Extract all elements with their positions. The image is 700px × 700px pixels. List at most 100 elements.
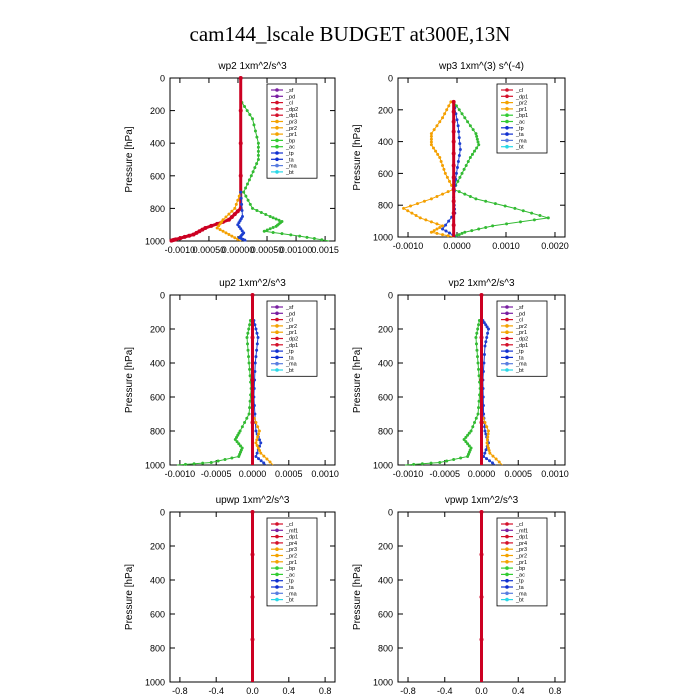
legend-marker — [275, 311, 279, 316]
legend-entry: _pr1 — [285, 560, 297, 566]
legend-marker — [275, 132, 279, 136]
series-point-orange — [224, 215, 228, 219]
series-point-orange — [434, 149, 438, 153]
series-point-green — [477, 406, 481, 410]
series-point-green — [477, 367, 481, 371]
series-point-orange — [234, 202, 238, 206]
series-point-green — [223, 457, 227, 461]
series-point-blue — [458, 142, 462, 146]
x-tick-label: -0.4 — [437, 686, 453, 696]
series-point-thick — [451, 211, 456, 216]
y-axis-label: Pressure [hPa] — [124, 126, 135, 192]
series-point-green — [248, 323, 252, 327]
chart-vpwp: vpwp 1xm^2/s^3 Pressure [hPa] 0 200 400 600 80… — [352, 495, 566, 696]
legend-entry: _bp — [285, 138, 295, 144]
series-point-green — [467, 444, 471, 448]
legend-marker — [275, 138, 279, 143]
x-tick-label: 0.0 — [475, 686, 488, 696]
series-point-green — [462, 438, 466, 441]
legend-entry: _ac — [285, 145, 295, 151]
series-point-orange — [486, 443, 490, 447]
series-point-thick — [250, 378, 255, 382]
legend-entry: _bt — [285, 170, 294, 176]
y-tick-label: 1000 — [145, 237, 165, 247]
series-point-green — [271, 226, 275, 230]
series-point-orange — [435, 222, 439, 226]
series-point-green — [466, 159, 470, 163]
legend-entry: _sf — [515, 305, 524, 311]
x-tick-label: 0.00000 — [222, 245, 255, 255]
series-point-green — [244, 194, 248, 198]
series-point-green — [255, 135, 259, 139]
series-point-green — [429, 461, 433, 465]
legend-marker — [275, 560, 279, 564]
series-point-green — [476, 412, 480, 416]
y-tick-label: 0 — [160, 291, 165, 301]
series-point-green — [183, 462, 187, 466]
series-point-green — [298, 234, 302, 238]
series-point-orange — [418, 216, 422, 220]
series-point-thick — [479, 378, 484, 382]
legend-entry: _ac — [285, 572, 295, 578]
legend-entry: _cl — [515, 88, 523, 94]
series-point-orange — [431, 146, 435, 150]
series-point-blue — [486, 331, 490, 335]
series-point-blue — [455, 118, 459, 122]
series-point-green — [468, 124, 472, 128]
series-point-orange — [443, 112, 447, 116]
y-tick-label: 200 — [378, 105, 393, 115]
series-point-orange — [432, 229, 436, 233]
series-point-thick — [235, 209, 240, 214]
x-tick-label: 0.0020 — [541, 241, 569, 251]
legend-marker — [275, 330, 279, 335]
series-point-orange — [215, 226, 219, 230]
legend-entry: _ta — [285, 355, 295, 361]
y-tick-label: 600 — [150, 171, 165, 181]
legend-marker — [505, 311, 509, 316]
series-point-blue — [457, 130, 461, 134]
legend-entry: _tp — [515, 579, 524, 585]
series-point-blue — [258, 438, 262, 442]
y-tick-label: 600 — [150, 610, 165, 620]
series-point-orange — [429, 137, 433, 141]
series-point-green — [475, 134, 479, 138]
series-point-green — [259, 210, 263, 214]
series-point-blue — [488, 459, 492, 463]
legend-entry: _dp1 — [285, 113, 298, 119]
series-point-blue — [490, 461, 494, 465]
series-point-thick — [451, 139, 456, 144]
series-point-green — [256, 145, 260, 149]
legend-entry: _tp — [515, 349, 524, 355]
legend-entry: _pr2 — [285, 554, 297, 560]
series-point-blue — [485, 457, 489, 461]
y-tick-label: 0 — [388, 508, 393, 518]
series-point-orange — [494, 457, 498, 461]
series-point-green — [246, 331, 250, 335]
series-point-green — [305, 235, 309, 239]
series-point-orange — [485, 438, 489, 442]
series-point-green — [466, 455, 470, 458]
series-point-thick — [203, 225, 208, 230]
legend-marker — [505, 343, 509, 347]
legend-marker — [505, 566, 509, 570]
series-point-orange — [227, 232, 231, 236]
series-point-blue — [486, 327, 490, 331]
y-tick-label: 400 — [150, 359, 165, 369]
series-point-orange — [257, 429, 261, 433]
series-point-green — [458, 175, 462, 179]
legend-entry: _pr4 — [515, 541, 527, 547]
series-point-orange — [256, 435, 260, 439]
series-point-green — [247, 412, 251, 416]
series-point-green — [475, 146, 479, 150]
legend-marker — [275, 324, 279, 328]
series-point-green — [457, 233, 461, 237]
series-point-orange — [429, 132, 433, 136]
legend-marker — [275, 585, 279, 589]
series-point-green — [216, 459, 220, 463]
series-point-green — [459, 456, 463, 460]
series-point-green — [466, 442, 470, 446]
series-point-green — [477, 374, 481, 378]
x-tick-label: 0.4 — [283, 686, 296, 696]
series-point-green — [255, 208, 259, 212]
legend-marker — [275, 528, 279, 533]
